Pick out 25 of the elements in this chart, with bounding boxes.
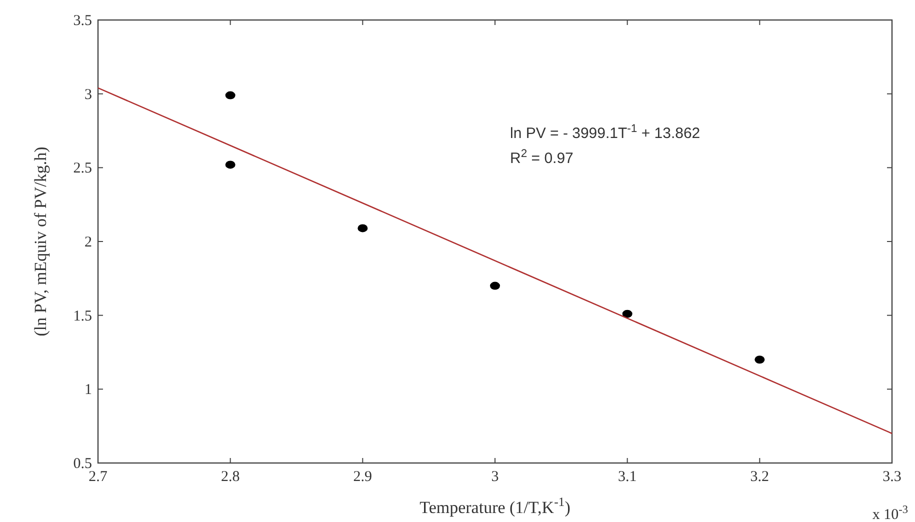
y-tick-label: 0.5 (73, 456, 92, 472)
x-tick-label: 2.7 (88, 469, 108, 485)
y-axis-title: (ln PV, mEquiv of PV/kg.h) (31, 146, 50, 336)
x-tick-label: 3 (491, 469, 499, 485)
point (754, 356, 765, 364)
point (490, 282, 500, 290)
y-tick-label: 2 (84, 234, 92, 250)
point (225, 160, 236, 169)
annotation: R$^{2}$ = 0.97 (510, 148, 574, 167)
point (358, 224, 368, 232)
y-tick-label: 3 (84, 86, 92, 103)
point (622, 310, 632, 318)
y-tick-label: 2.5 (73, 160, 92, 177)
x-tick-label: 3.1 (618, 469, 637, 485)
point (225, 91, 236, 100)
x-tick-label: 3.2 (750, 469, 770, 485)
x-tick-label: 2.9 (353, 469, 372, 485)
x-tick-label: 3.3 (882, 469, 902, 485)
annotation: ln PV = - 3999.1T$^{-1}$ + 13.862 (510, 123, 700, 142)
y-tick-label: 1.5 (73, 308, 92, 324)
y-tick-label: 3.5 (73, 13, 92, 29)
text: x 10$^{-3}$ (872, 504, 908, 522)
x-tick-label: 2.8 (220, 469, 240, 485)
y-tick-label: 1 (84, 382, 92, 398)
x-axis-title: Temperature (1/T,K$^{-1}$) (420, 495, 570, 517)
